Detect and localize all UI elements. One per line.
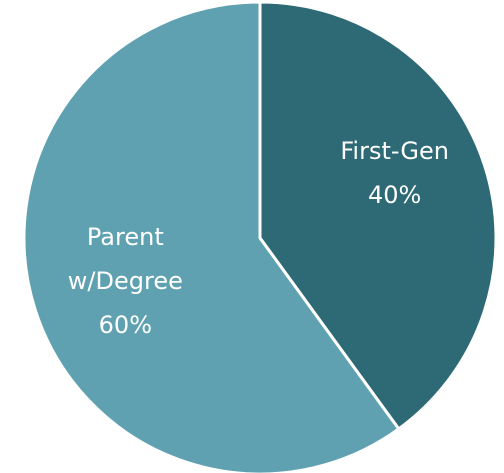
slice-value-label: 60% <box>99 311 152 339</box>
slice-value-label: 40% <box>368 181 421 209</box>
pie-slice <box>22 0 401 473</box>
pie-slice <box>258 0 498 431</box>
slice-category-label: Parent w/Degree <box>68 223 183 295</box>
slice-category-label: First-Gen <box>340 137 449 165</box>
